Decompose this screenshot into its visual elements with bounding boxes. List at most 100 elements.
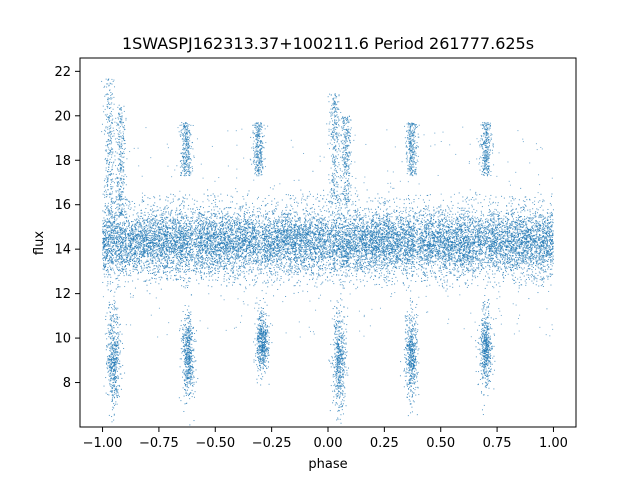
data-point-2399 (472, 238, 474, 240)
data-point-1421 (304, 243, 306, 245)
data-point-3348 (440, 235, 442, 237)
data-point-847 (422, 252, 424, 254)
data-point-4720 (475, 241, 477, 243)
data-point-893 (221, 241, 223, 243)
data-point-4436 (528, 277, 530, 279)
data-point-12 (473, 272, 475, 274)
data-point-3594 (184, 278, 186, 280)
data-point-1410 (450, 249, 452, 251)
data-point-2560 (472, 236, 474, 238)
data-point-1632 (274, 247, 276, 249)
data-point-1310 (531, 229, 533, 231)
data-point-2658 (326, 231, 328, 233)
data-point-1889 (142, 253, 144, 255)
data-point-43 (437, 233, 439, 235)
data-point-4750 (289, 236, 291, 238)
data-point-2423 (498, 270, 500, 272)
data-point-3147 (313, 245, 315, 247)
data-point-4165 (380, 239, 382, 241)
data-point-2023 (215, 253, 217, 255)
data-point-823 (318, 205, 320, 207)
data-point-4190 (250, 268, 252, 270)
data-point-4286 (267, 260, 269, 262)
data-point-1401 (452, 263, 454, 265)
data-point-2773 (406, 266, 408, 268)
data-point-315 (179, 268, 181, 270)
data-point-1290 (298, 257, 300, 259)
data-point-3119 (134, 236, 136, 238)
data-point-2850 (210, 233, 212, 235)
data-point-3439 (401, 213, 403, 214)
data-point-1716 (468, 255, 470, 257)
data-point-354 (327, 208, 329, 210)
data-point-788 (420, 214, 422, 216)
data-point-270 (229, 239, 231, 241)
data-point-2947 (421, 277, 422, 279)
data-point-780 (158, 259, 160, 261)
data-point-4248 (475, 193, 477, 195)
data-point-3873 (272, 212, 274, 214)
data-point-1573 (525, 247, 527, 249)
data-point-1515 (297, 268, 299, 270)
data-point-4180 (195, 225, 197, 227)
data-point-1147 (202, 258, 204, 260)
data-point-173 (532, 208, 534, 210)
data-point-2854 (244, 238, 246, 240)
data-point-445 (286, 256, 288, 258)
data-point-4380 (346, 246, 348, 248)
data-point-1846 (318, 272, 320, 274)
data-point-294 (468, 249, 470, 251)
data-point-1293 (464, 212, 466, 214)
data-point-1731 (362, 265, 364, 267)
data-point-4101 (399, 258, 401, 260)
data-point-2231 (361, 232, 363, 234)
data-point-156 (277, 255, 279, 257)
data-point-4736 (469, 231, 471, 233)
data-point-2102 (243, 224, 245, 226)
data-point-1123 (280, 244, 282, 246)
data-point-4552 (471, 223, 472, 225)
data-point-566 (196, 256, 198, 258)
data-point-2970 (277, 228, 279, 230)
data-point-691 (172, 240, 174, 242)
data-point-242 (260, 251, 262, 253)
data-point-1505 (278, 243, 280, 245)
data-point-1964 (531, 242, 533, 244)
data-point-4637 (373, 214, 375, 216)
data-point-848 (532, 247, 534, 249)
data-point-4664 (114, 227, 116, 229)
data-point-4611 (295, 265, 297, 267)
data-point-3271 (479, 221, 481, 223)
data-point-4902 (325, 239, 327, 241)
data-point-3592 (497, 234, 499, 236)
data-point-845 (221, 255, 223, 257)
data-point-1512 (312, 239, 314, 241)
data-point-3021 (148, 229, 150, 231)
data-point-4130 (134, 268, 136, 270)
data-point-2057 (169, 219, 171, 221)
data-point-995 (496, 236, 498, 238)
data-point-3764 (331, 269, 333, 271)
data-point-2490 (104, 264, 106, 266)
data-point-2150 (373, 268, 375, 270)
data-point-1446 (141, 227, 143, 229)
data-point-2393 (508, 261, 510, 263)
data-point-3336 (469, 244, 471, 246)
data-point-2203 (376, 232, 378, 234)
data-point-738 (372, 231, 374, 233)
data-point-4143 (443, 244, 445, 246)
data-point-4711 (469, 226, 471, 228)
data-point-2433 (280, 225, 282, 227)
data-point-3372 (457, 222, 459, 224)
data-point-1502 (127, 244, 129, 246)
data-point-2638 (185, 273, 187, 275)
data-point-4052 (469, 246, 471, 248)
data-point-2829 (238, 221, 240, 223)
data-point-4397 (552, 251, 554, 253)
data-point-2822 (477, 239, 479, 241)
data-point-2824 (546, 264, 548, 266)
data-point-4730 (185, 236, 187, 238)
data-point-4578 (228, 229, 230, 231)
data-point-1416 (231, 217, 233, 219)
data-point-3042 (185, 262, 187, 264)
